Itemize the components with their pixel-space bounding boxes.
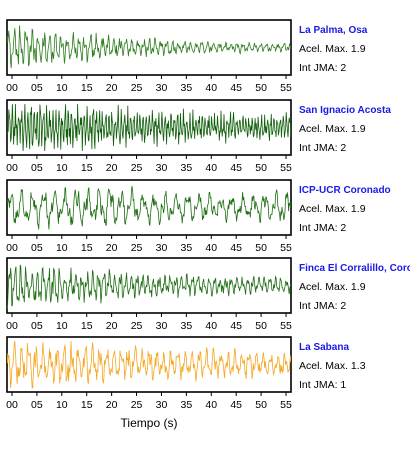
seismogram-panel: 00 05 10 15 20 25 30 35 40 45 50 55 La Sabana Acel. M… <box>6 336 366 411</box>
x-tick-label: 25 <box>131 242 143 254</box>
panel-frame <box>6 19 292 76</box>
x-tick-label: 35 <box>181 82 193 94</box>
x-tick-label: 50 <box>255 82 267 94</box>
x-tick-label: 35 <box>181 399 193 411</box>
panel-frame <box>6 179 292 236</box>
int-jma-text: Int JMA: 2 <box>299 300 346 312</box>
waveform-trace <box>7 25 291 69</box>
x-tick-label: 20 <box>106 242 118 254</box>
int-jma-text: Int JMA: 2 <box>299 62 346 74</box>
station-name: San Ignacio Acosta <box>299 105 391 116</box>
x-tick-label: 10 <box>56 82 68 94</box>
x-tick-label: 45 <box>230 162 242 174</box>
int-jma-text: Int JMA: 1 <box>299 379 346 391</box>
x-tick-label: 25 <box>131 320 143 332</box>
seismogram-panel: 00 05 10 15 20 25 30 35 40 45 50 55 San Ignacio Acos… <box>6 99 391 174</box>
x-tick-label: 55 <box>280 320 292 332</box>
x-tick-label: 00 <box>6 82 18 94</box>
x-tick-label: 20 <box>106 162 118 174</box>
x-tick-label: 35 <box>181 162 193 174</box>
x-tick-label: 00 <box>6 162 18 174</box>
x-tick-label: 50 <box>255 320 267 332</box>
x-tick-label: 00 <box>6 320 18 332</box>
x-tick-label: 40 <box>205 242 217 254</box>
x-tick-label: 40 <box>205 82 217 94</box>
x-tick-label: 30 <box>156 82 168 94</box>
station-name: La Palma, Osa <box>299 25 368 36</box>
x-tick-label: 50 <box>255 242 267 254</box>
seismogram-panel: 00 05 10 15 20 25 30 35 40 45 50 55 La Palma, Osa Ace… <box>6 19 368 94</box>
acel-max-text: Acel. Max. 1.3 <box>299 360 366 372</box>
acel-max-text: Acel. Max. 1.9 <box>299 43 366 55</box>
waveform-trace <box>7 340 291 389</box>
x-axis-label: Tiempo (s) <box>121 416 178 430</box>
x-tick-label: 40 <box>205 320 217 332</box>
x-tick-label: 15 <box>81 162 93 174</box>
x-tick-label: 40 <box>205 162 217 174</box>
x-tick-label: 25 <box>131 162 143 174</box>
x-tick-label: 25 <box>131 82 143 94</box>
x-tick-label: 15 <box>81 242 93 254</box>
x-tick-label: 05 <box>31 162 43 174</box>
x-tick-label: 25 <box>131 399 143 411</box>
x-tick-label: 10 <box>56 320 68 332</box>
x-tick-label: 50 <box>255 162 267 174</box>
x-tick-label: 20 <box>106 320 118 332</box>
x-tick-label: 30 <box>156 399 168 411</box>
x-tick-label: 15 <box>81 399 93 411</box>
x-tick-label: 45 <box>230 320 242 332</box>
x-tick-label: 15 <box>81 320 93 332</box>
panel-frame <box>6 336 292 393</box>
x-tick-label: 20 <box>106 399 118 411</box>
seismogram-panel: 00 05 10 15 20 25 30 35 40 45 50 55 Finca El Corrali… <box>6 257 410 332</box>
x-tick-label: 55 <box>280 399 292 411</box>
x-tick-label: 10 <box>56 399 68 411</box>
x-tick-label: 05 <box>31 82 43 94</box>
x-tick-label: 35 <box>181 242 193 254</box>
waveform-trace <box>7 264 291 310</box>
x-tick-label: 05 <box>31 399 43 411</box>
x-tick-label: 40 <box>205 399 217 411</box>
x-tick-label: 15 <box>81 82 93 94</box>
x-tick-label: 45 <box>230 399 242 411</box>
x-tick-label: 10 <box>56 162 68 174</box>
x-tick-label: 45 <box>230 242 242 254</box>
x-tick-label: 10 <box>56 242 68 254</box>
x-tick-label: 50 <box>255 399 267 411</box>
int-jma-text: Int JMA: 2 <box>299 142 346 154</box>
waveform-trace <box>7 185 291 230</box>
station-name: La Sabana <box>299 342 349 353</box>
acel-max-text: Acel. Max. 1.9 <box>299 281 366 293</box>
x-tick-label: 45 <box>230 82 242 94</box>
acel-max-text: Acel. Max. 1.9 <box>299 203 366 215</box>
waveform-trace <box>7 103 291 152</box>
x-tick-label: 55 <box>280 242 292 254</box>
x-tick-label: 35 <box>181 320 193 332</box>
station-name: Finca El Corralillo, Corona <box>299 263 410 274</box>
acel-max-text: Acel. Max. 1.9 <box>299 123 366 135</box>
seismogram-panel: 00 05 10 15 20 25 30 35 40 45 50 55 ICP-UCR Coronado… <box>6 179 391 254</box>
x-tick-label: 30 <box>156 162 168 174</box>
x-tick-label: 30 <box>156 320 168 332</box>
x-tick-label: 20 <box>106 82 118 94</box>
x-tick-label: 30 <box>156 242 168 254</box>
x-tick-label: 05 <box>31 320 43 332</box>
x-tick-label: 00 <box>6 242 18 254</box>
int-jma-text: Int JMA: 2 <box>299 222 346 234</box>
x-tick-label: 00 <box>6 399 18 411</box>
x-tick-label: 55 <box>280 162 292 174</box>
station-name: ICP-UCR Coronado <box>299 185 391 196</box>
x-tick-label: 55 <box>280 82 292 94</box>
x-tick-label: 05 <box>31 242 43 254</box>
